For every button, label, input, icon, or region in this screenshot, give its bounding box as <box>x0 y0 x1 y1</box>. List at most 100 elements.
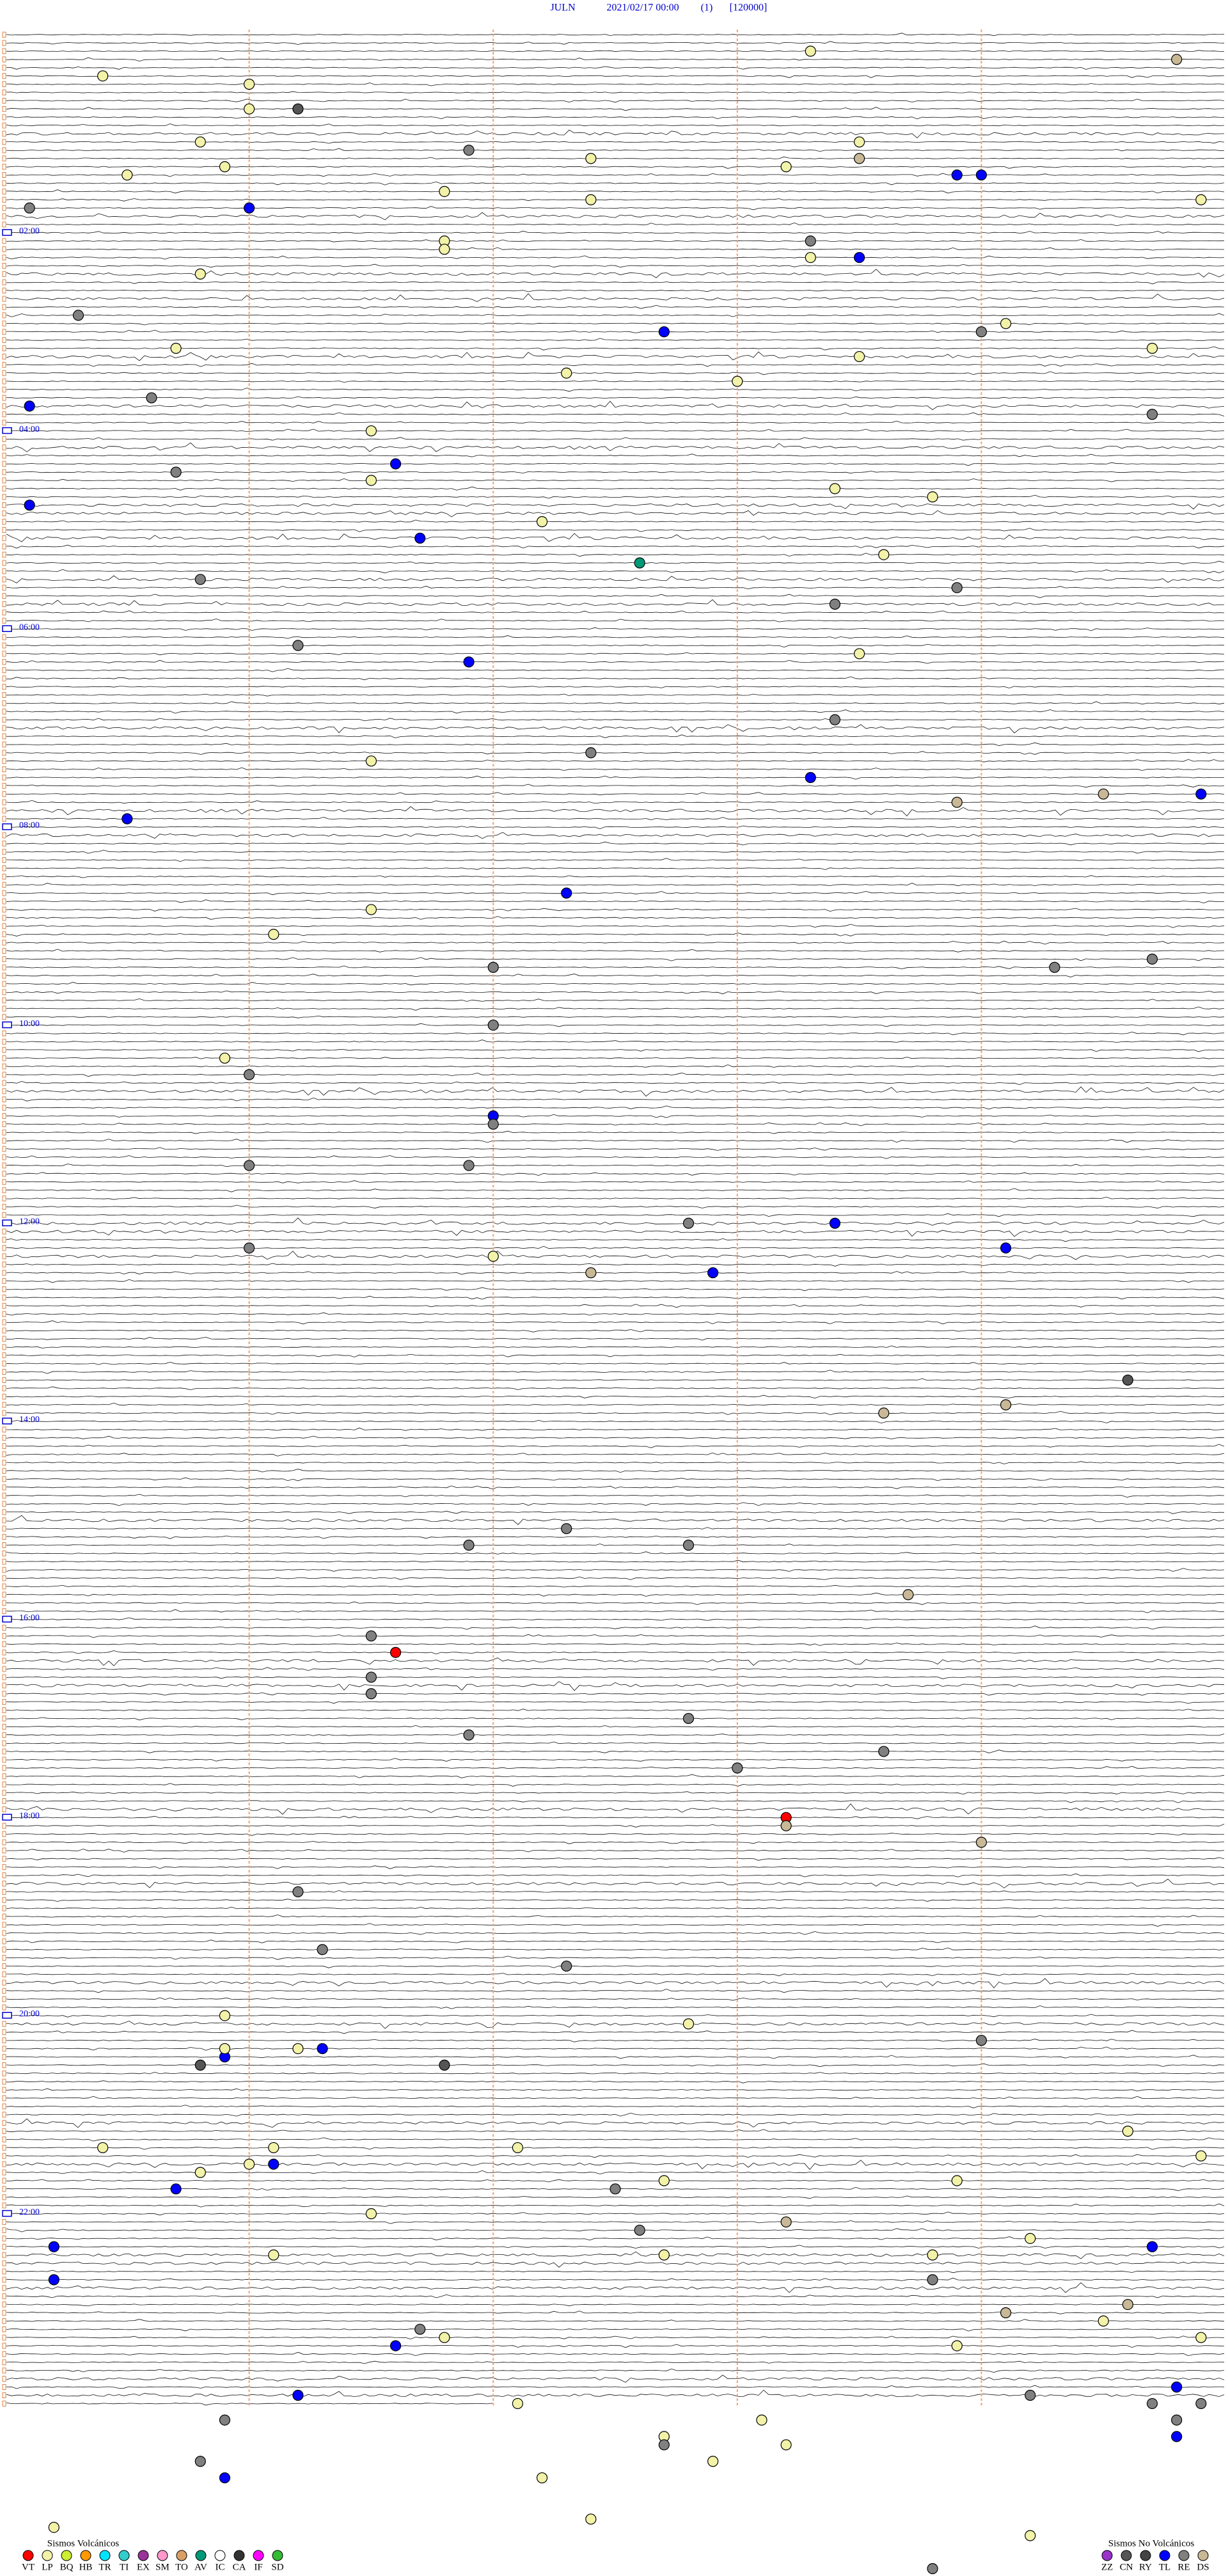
trace <box>6 841 1225 846</box>
row-marker <box>2 1625 6 1631</box>
legend-code: BQ <box>60 2562 74 2572</box>
row-marker <box>2 370 6 376</box>
row-marker <box>2 774 6 780</box>
row-marker <box>2 2194 6 2201</box>
event-marker <box>1171 2414 1183 2426</box>
row-marker <box>2 2004 6 2011</box>
row-marker <box>2 510 6 517</box>
row-marker <box>2 947 6 954</box>
row-marker <box>2 642 6 649</box>
trace <box>6 594 1225 598</box>
row-marker <box>2 452 6 459</box>
event-marker <box>48 2241 59 2252</box>
row-marker <box>2 2277 6 2283</box>
legend-code: SM <box>155 2562 169 2572</box>
row-marker <box>2 469 6 475</box>
row-marker <box>2 1038 6 1045</box>
row-marker <box>2 1947 6 1953</box>
trace <box>6 247 1225 251</box>
trace <box>6 1015 1225 1018</box>
row-marker <box>2 279 6 285</box>
trace <box>6 1725 1225 1728</box>
trace <box>6 2203 1225 2208</box>
trace <box>6 510 1225 518</box>
trace <box>6 1527 1225 1529</box>
row-marker <box>2 97 6 104</box>
legend-code: TI <box>120 2562 129 2572</box>
legend-title: Sismos No Volcánicos <box>1108 2538 1195 2548</box>
trace <box>6 388 1224 392</box>
event-marker <box>365 1688 377 1700</box>
trace <box>6 1217 1225 1226</box>
row-marker <box>2 2037 6 2044</box>
trace <box>6 1444 1225 1448</box>
trace <box>6 668 1225 672</box>
row-marker <box>2 1162 6 1169</box>
trace <box>6 1114 1225 1118</box>
trace <box>6 91 1224 93</box>
row-marker <box>2 2367 6 2374</box>
row-marker <box>2 2128 6 2135</box>
row-marker <box>2 2252 6 2258</box>
legend-swatch <box>195 2550 207 2561</box>
row-marker <box>2 873 6 880</box>
row-marker <box>2 733 6 739</box>
trace <box>6 141 1225 144</box>
row-marker <box>2 881 6 888</box>
trace <box>6 351 1225 361</box>
row-marker <box>2 617 6 624</box>
row-marker <box>2 1955 6 1961</box>
event-marker <box>634 2224 645 2236</box>
event-marker <box>1195 194 1207 205</box>
row-marker <box>2 1253 6 1260</box>
event-marker <box>707 2456 719 2467</box>
row-marker <box>2 386 6 393</box>
row-marker <box>2 931 6 938</box>
event-marker <box>682 1217 695 1229</box>
row-marker <box>2 1319 6 1325</box>
legend-swatch <box>214 2550 226 2561</box>
row-marker <box>2 1748 6 1755</box>
trace <box>6 724 1225 734</box>
trace <box>6 281 1224 285</box>
legend-code: AV <box>194 2562 207 2572</box>
event-marker <box>365 1630 377 1642</box>
trace <box>6 2030 1225 2034</box>
trace <box>6 1435 1225 1439</box>
row-marker <box>2 1484 6 1490</box>
row-marker <box>2 1996 6 2002</box>
hour-bracket <box>2 229 12 236</box>
row-marker <box>2 551 6 558</box>
trace <box>6 806 1225 817</box>
event-marker <box>1171 2431 1183 2442</box>
event-marker <box>317 2043 328 2055</box>
row-marker <box>2 1492 6 1499</box>
trace <box>6 832 1225 839</box>
event-marker <box>365 2208 377 2220</box>
trace <box>6 1947 1225 1951</box>
event-marker <box>585 194 597 205</box>
row-marker <box>2 667 6 674</box>
trace <box>6 1196 1225 1200</box>
trace <box>6 123 1225 127</box>
row-marker <box>2 180 6 186</box>
trace <box>6 2080 1225 2083</box>
row-marker <box>2 361 6 368</box>
trace <box>6 2170 1225 2175</box>
row-marker <box>2 1913 6 1920</box>
trace <box>6 1750 1225 1753</box>
trace <box>6 1873 1225 1877</box>
row-marker <box>2 898 6 905</box>
event-marker <box>244 2158 255 2170</box>
row-marker <box>2 1196 6 1202</box>
trace <box>6 2020 1225 2029</box>
event-marker <box>365 755 377 767</box>
row-marker <box>2 1270 6 1276</box>
event-marker <box>1146 342 1158 354</box>
trace <box>6 858 1224 862</box>
row-marker <box>2 1352 6 1359</box>
trace <box>6 346 1225 351</box>
row-marker <box>2 395 6 401</box>
trace <box>6 1502 1225 1506</box>
event-marker <box>756 2414 767 2426</box>
